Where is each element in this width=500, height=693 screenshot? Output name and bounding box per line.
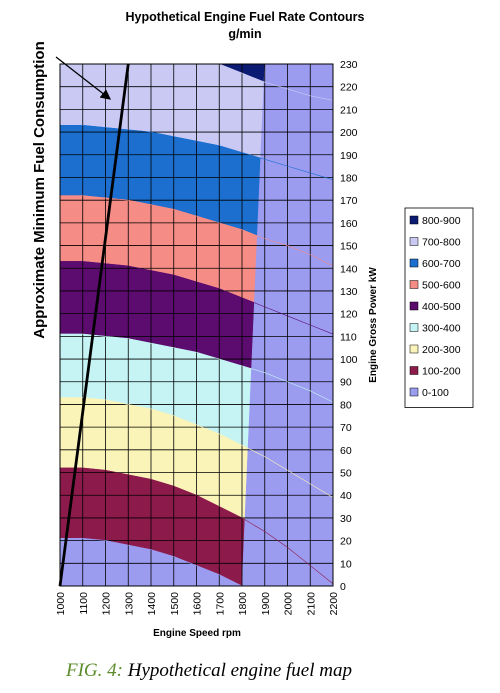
legend-label: 0-100 — [422, 387, 449, 399]
x-tick-label: 2100 — [305, 592, 317, 616]
contour-boundary — [60, 467, 333, 584]
contour-boundary — [60, 397, 333, 498]
y-tick-label: 130 — [340, 286, 358, 298]
legend-label: 400-500 — [422, 301, 461, 313]
min-consumption-line — [58, 63, 130, 587]
x-tick-label: 1900 — [260, 592, 272, 616]
y-tick-label: 80 — [340, 399, 352, 411]
legend-label: 600-700 — [422, 258, 461, 270]
caption-label: FIG. 4: — [65, 660, 123, 681]
legend-swatch — [409, 387, 419, 397]
x-tick-label: 1500 — [169, 592, 181, 616]
legend-swatch — [409, 280, 419, 289]
x-tick-label: 1800 — [237, 592, 249, 616]
legend: 800-900 700-800 600-700 500-600 400-500 300-4… — [404, 207, 474, 408]
contour-boundary — [60, 195, 333, 267]
y-tick-label: 60 — [340, 445, 352, 457]
x-tick-label: 2000 — [283, 592, 295, 616]
y-tick-label: 90 — [340, 377, 352, 389]
legend-swatch — [409, 323, 419, 332]
y-tick-label: 120 — [340, 309, 358, 321]
y-tick-label: 140 — [340, 263, 358, 275]
y-tick-label: 110 — [340, 331, 357, 343]
legend-label: 300-400 — [422, 323, 461, 335]
y-tick-label: 180 — [340, 172, 358, 184]
x-tick-label: 1700 — [214, 592, 226, 616]
y-tick-label: 30 — [340, 513, 352, 525]
x-tick-label: 1400 — [146, 592, 158, 616]
contour-boundary — [60, 261, 333, 335]
contour-boundaries — [60, 64, 333, 586]
contour-boundary — [60, 124, 333, 181]
legend-swatch — [409, 301, 419, 311]
y-tick-label: 230 — [340, 59, 358, 71]
contour-boundary — [60, 538, 243, 586]
annotation-arrow — [55, 56, 112, 100]
contour-boundary — [60, 333, 333, 403]
y-tick-label: 200 — [340, 127, 358, 139]
y-tick-label: 160 — [340, 218, 358, 230]
y-tick-label: 190 — [340, 150, 358, 162]
y-tick-label: 100 — [340, 354, 358, 366]
x-tick-label: 2200 — [328, 592, 340, 616]
plot-frame — [59, 63, 334, 587]
legend-label: 100-200 — [422, 366, 461, 378]
caption: FIG. 4: Hypothetical engine fuel map — [65, 660, 352, 681]
y-axis-label: Engine Gross Power kW — [368, 267, 379, 383]
y-tick-label: 40 — [340, 490, 352, 502]
caption-text: Hypothetical engine fuel map — [127, 660, 352, 681]
legend-swatch — [409, 344, 419, 354]
legend-label: 500-600 — [422, 280, 461, 292]
legend-label: 200-300 — [422, 344, 461, 356]
y-tick-label: 50 — [340, 468, 352, 480]
x-axis-label: Engine Speed rpm — [153, 628, 241, 639]
legend-label: 800-900 — [422, 215, 461, 227]
ticks: 1000 1100 1200 1300 1400 1500 1600 1700 1800 1900… — [55, 59, 358, 615]
y-tick-label: 150 — [340, 241, 358, 253]
y-tick-label: 220 — [340, 82, 358, 94]
y-tick-label: 0 — [340, 581, 346, 593]
legend-label: 700-800 — [422, 237, 461, 249]
legend-swatch — [409, 366, 419, 375]
legend-swatch — [409, 237, 419, 246]
y-tick-label: 210 — [340, 104, 358, 116]
chart-title: Hypothetical Engine Fuel Rate Contours — [126, 10, 365, 24]
x-tick-label: 1300 — [123, 592, 135, 616]
x-tick-label: 1600 — [192, 592, 204, 616]
y-tick-label: 20 — [340, 536, 352, 548]
chart-subtitle: g/min — [228, 27, 261, 41]
contour-boundary — [219, 64, 333, 101]
annotation-label: Approximate Minimum Fuel Consumption — [31, 41, 48, 339]
legend-swatch — [409, 258, 419, 268]
y-tick-label: 70 — [340, 422, 352, 434]
x-tick-label: 1000 — [55, 592, 67, 616]
y-tick-label: 10 — [340, 558, 352, 570]
legend-swatch — [409, 215, 419, 225]
x-tick-label: 1200 — [101, 592, 113, 616]
x-tick-label: 1100 — [78, 592, 90, 615]
y-tick-label: 170 — [340, 195, 358, 207]
